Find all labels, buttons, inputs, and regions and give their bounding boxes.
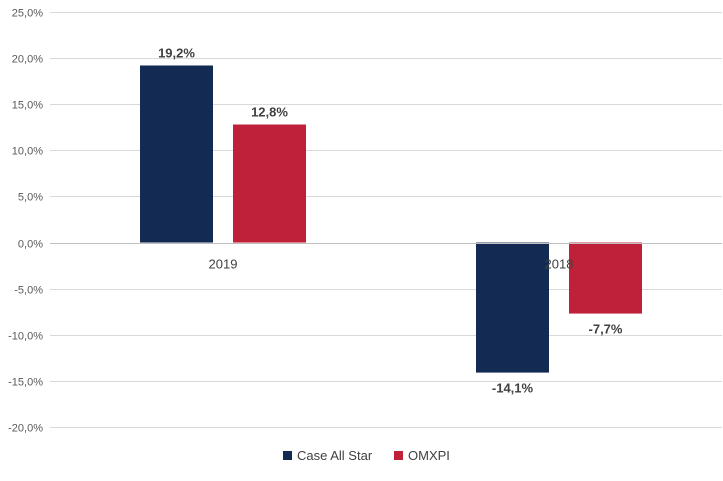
bar [140, 65, 213, 243]
data-label: 19,2% [158, 45, 195, 60]
category-label: 2019 [209, 257, 238, 272]
legend: Case All Star OMXPI [283, 448, 450, 463]
data-labels: 19,2% 12,8% -14,1% -7,7% [158, 45, 623, 395]
bar [569, 242, 642, 314]
y-tick-label: 5,0% [18, 192, 43, 204]
bar [233, 124, 306, 243]
data-label: -7,7% [589, 322, 623, 337]
category-labels: 2019 2018 [209, 257, 574, 272]
y-tick-label: 10,0% [12, 146, 43, 158]
y-tick-label: 25,0% [12, 8, 43, 20]
legend-swatch [283, 451, 292, 460]
legend-label: OMXPI [408, 448, 450, 463]
legend-label: Case All Star [297, 448, 373, 463]
y-tick-label: -5,0% [14, 285, 43, 297]
bar [476, 242, 549, 373]
y-tick-label: 20,0% [12, 54, 43, 66]
data-label: -14,1% [492, 381, 534, 396]
y-tick-label: 0,0% [18, 239, 43, 251]
y-tick-label: -15,0% [8, 377, 43, 389]
y-axis-tick-labels: 25,0% 20,0% 15,0% 10,0% 5,0% 0,0% -5,0% -10,0% -… [8, 8, 43, 435]
y-tick-label: 15,0% [12, 100, 43, 112]
legend-swatch [394, 451, 403, 460]
category-label: 2018 [545, 257, 574, 272]
bars [140, 65, 642, 373]
y-tick-label: -20,0% [8, 423, 43, 435]
y-tick-label: -10,0% [8, 331, 43, 343]
data-label: 12,8% [251, 105, 288, 120]
